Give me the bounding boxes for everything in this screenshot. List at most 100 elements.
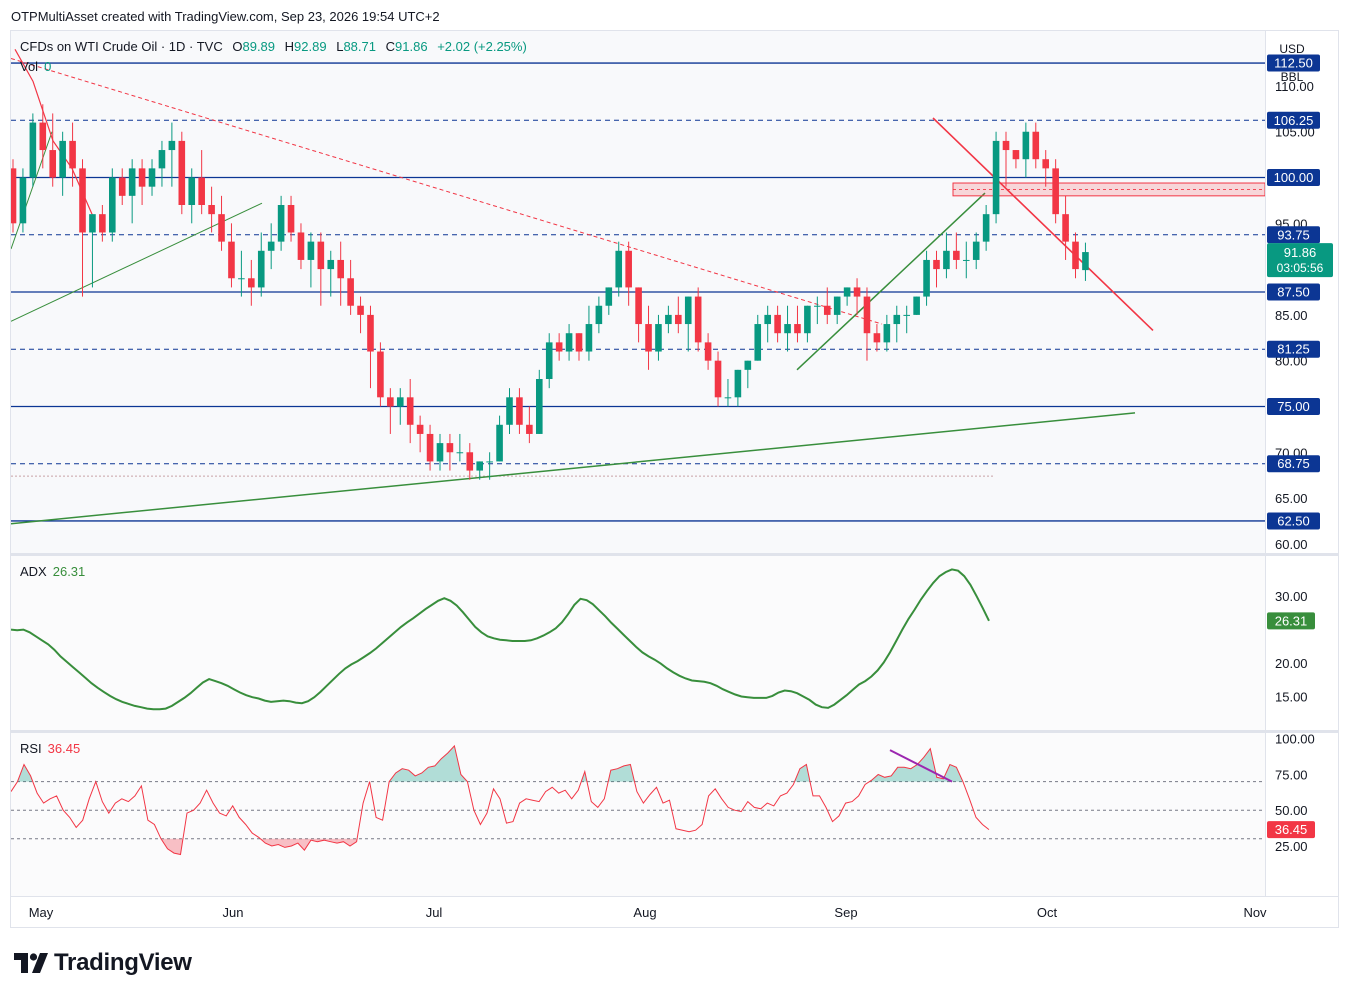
candle-body [625, 250, 632, 288]
candle-body [1022, 131, 1030, 160]
candle-body [665, 314, 672, 325]
level-price-tag [1267, 169, 1320, 187]
level-price-tag [1267, 397, 1320, 415]
level-price-tag-label: 93.75 [1277, 227, 1310, 242]
time-axis-tick: Nov [1243, 905, 1267, 920]
low-value: 88.71 [343, 39, 376, 54]
level-price-tag [1267, 111, 1320, 129]
rsi-line [11, 744, 990, 856]
adx-legend: ADX 26.31 [20, 564, 85, 579]
candle-body [377, 351, 384, 398]
time-axis-tick: May [29, 905, 54, 920]
candle-body [317, 241, 325, 270]
candle-body [794, 324, 801, 334]
chart-credit: OTPMultiAsset created with TradingView.c… [11, 9, 440, 24]
candle-body [208, 205, 215, 215]
candle-body [565, 333, 573, 352]
rsi-label: RSI [20, 741, 42, 756]
candle-body [198, 177, 205, 205]
candle-body [585, 324, 593, 352]
candle-body [19, 177, 27, 224]
candle-body [59, 140, 66, 178]
open-label: O [232, 39, 242, 54]
tradingview-logo-icon [14, 953, 48, 973]
candle-body [913, 296, 920, 315]
rsi-divergence-line [889, 749, 953, 783]
rsi-legend: RSI 36.45 [20, 741, 80, 756]
adx-value-tag [1267, 612, 1315, 630]
candle-body [297, 232, 305, 260]
candle-body [357, 305, 364, 315]
rsi-overbought-fill [17, 764, 33, 782]
price-axis-tick: 65.00 [1275, 491, 1308, 506]
candle-body [49, 150, 57, 178]
price-axis-tick: 110.00 [1275, 79, 1314, 94]
level-price-tag [1267, 455, 1320, 473]
candle-body [426, 433, 434, 462]
rsi-axis-tick: 100.00 [1275, 732, 1315, 747]
adx-axis-tick: 30.00 [1275, 589, 1308, 604]
candle-body [496, 424, 503, 462]
candle-body [675, 314, 682, 325]
level-price-tag [1267, 54, 1320, 72]
level-price-tag-label: 87.50 [1277, 285, 1310, 300]
chart-frame [10, 30, 1339, 928]
adx-pane-bg [11, 556, 1265, 730]
candle-body [655, 324, 662, 352]
level-price-tag-label: 75.00 [1277, 399, 1310, 414]
candle-body [109, 177, 116, 233]
currency-label[interactable]: USD [1279, 42, 1305, 56]
candle-body [526, 424, 533, 434]
candle-body [148, 168, 156, 187]
time-axis-tick: Aug [633, 905, 656, 920]
level-price-tag [1267, 340, 1320, 358]
candle-body [853, 287, 861, 297]
candle-body [635, 287, 642, 325]
candle-body [466, 452, 474, 471]
level-price-tag [1267, 512, 1320, 530]
candle-body [903, 314, 910, 316]
candle-body [774, 314, 781, 334]
candle-body [387, 397, 394, 407]
bar-countdown: 03:05:56 [1277, 261, 1324, 275]
candle-body [615, 250, 623, 288]
candle-body [436, 443, 444, 462]
time-axis-tick: Jul [426, 905, 443, 920]
candle-body [446, 443, 454, 453]
candle-body [337, 259, 344, 279]
candle-body [804, 305, 811, 334]
candle-body [238, 278, 245, 280]
candle-body [1062, 214, 1069, 242]
candle-body [923, 259, 930, 297]
tradingview-logo[interactable]: TradingView [14, 949, 192, 976]
level-price-tag-label: 68.75 [1277, 456, 1310, 471]
candle-body [714, 360, 722, 398]
candle-body [754, 324, 762, 361]
candle-body [684, 296, 692, 325]
candle-body [69, 140, 76, 169]
volume-label: Vol [20, 59, 38, 74]
price-axis-tick: 60.00 [1275, 537, 1308, 552]
close-value: 91.86 [395, 39, 428, 54]
candle-body [833, 296, 841, 315]
candle-body [406, 397, 414, 425]
candle-body [595, 305, 603, 325]
red-resistance-trendline [932, 117, 1154, 332]
candle-body [883, 324, 891, 343]
candle-body [694, 296, 702, 343]
level-price-tag-label: 112.50 [1274, 56, 1313, 71]
level-price-tag-label: 106.25 [1274, 113, 1314, 128]
volume-legend: Vol 0 [20, 59, 51, 74]
volume-value: 0 [44, 59, 51, 74]
unit-label[interactable]: BBL [1281, 70, 1304, 84]
candle-body [764, 314, 771, 325]
candle-body [962, 259, 970, 261]
candle-body [257, 250, 265, 288]
rsi-overbought-fill [794, 764, 810, 782]
green-support-trendline [11, 412, 1136, 525]
tradingview-logo-text: TradingView [54, 949, 192, 976]
candle-body [307, 241, 315, 260]
rsi-axis-tick: 50.00 [1275, 803, 1308, 818]
high-label: H [285, 39, 294, 54]
